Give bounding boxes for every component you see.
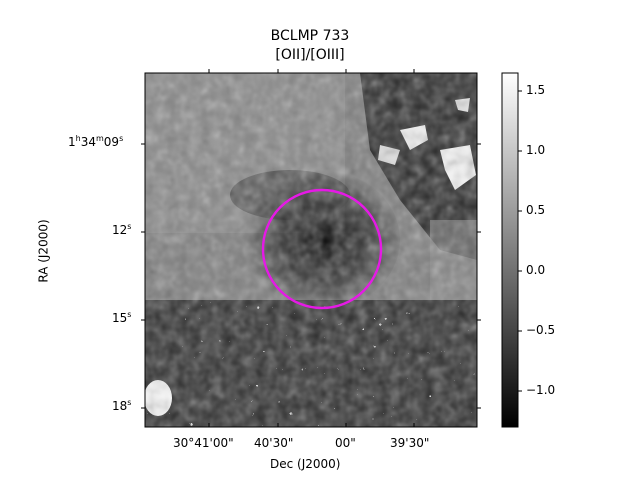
x-axis-ticks xyxy=(208,69,415,427)
x-tick-label: 00" xyxy=(335,436,356,450)
colorbar xyxy=(501,72,522,428)
x-axis-label: Dec (J2000) xyxy=(270,457,341,471)
x-tick-label: 40'30" xyxy=(254,436,294,450)
y-tick-label: 12s xyxy=(112,222,132,237)
colorbar-gradient xyxy=(501,72,519,428)
colorbar-tick-label: −1.0 xyxy=(526,383,556,397)
colorbar-tick-label: 0.0 xyxy=(526,263,546,277)
figure-title-line2: [OII]/[OIII] xyxy=(275,47,345,63)
x-tick-label: 39'30" xyxy=(390,436,430,450)
y-tick-label: 15s xyxy=(112,310,132,325)
colorbar-tick-label: 0.5 xyxy=(526,203,546,217)
image-frame xyxy=(144,72,478,428)
y-tick-label: 18s xyxy=(112,398,132,413)
aperture-circle xyxy=(261,188,383,310)
y-axis-label: RA (J2000) xyxy=(36,219,51,283)
colorbar-tick-label: 1.5 xyxy=(526,83,546,97)
figure-title-line1: BCLMP 733 xyxy=(270,28,350,44)
x-tick-label: 30°41'00" xyxy=(173,436,234,450)
colorbar-tick-label: 1.0 xyxy=(526,143,546,157)
ratio-map-image xyxy=(145,73,477,427)
colorbar-tick-label: −0.5 xyxy=(526,323,556,337)
y-tick-label: 1h34m09s xyxy=(68,134,124,149)
y-axis-ticks xyxy=(141,143,481,409)
